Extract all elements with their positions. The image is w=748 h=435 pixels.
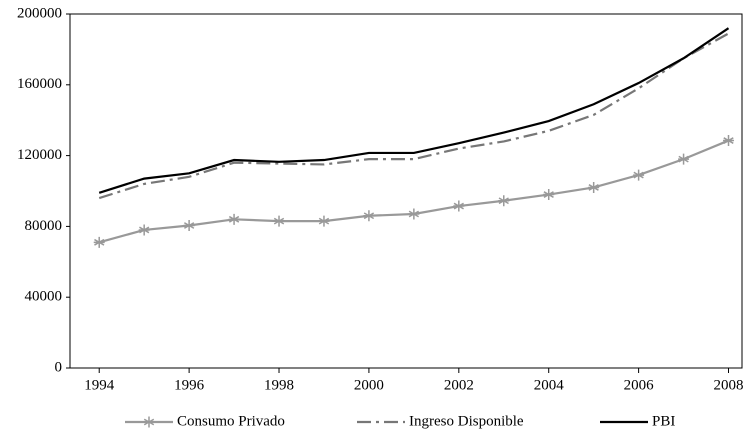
x-tick-label: 2006: [624, 377, 655, 393]
y-tick-label: 160000: [17, 76, 62, 92]
series-marker: [138, 224, 150, 236]
y-tick-label: 40000: [25, 289, 63, 305]
series-marker: [588, 181, 600, 193]
series-marker: [318, 215, 330, 227]
y-tick-label: 0: [55, 359, 63, 375]
y-tick-label: 120000: [17, 147, 62, 163]
series-marker: [543, 189, 555, 201]
series-marker: [408, 208, 420, 220]
series-marker: [183, 220, 195, 232]
x-tick-label: 1994: [84, 377, 115, 393]
x-tick-label: 2002: [444, 377, 474, 393]
series-marker: [453, 200, 465, 212]
series-marker: [498, 195, 510, 207]
legend-label: Consumo Privado: [177, 413, 285, 429]
x-tick-label: 2008: [714, 377, 744, 393]
series-line: [98, 139, 729, 244]
series-marker: [678, 153, 690, 165]
x-tick-label: 2004: [534, 377, 565, 393]
series-line: [98, 27, 730, 194]
legend-label: PBI: [652, 413, 675, 429]
legend-marker: [143, 416, 155, 428]
series-marker: [93, 236, 105, 248]
plot-frame: [69, 13, 743, 369]
x-tick-label: 2000: [354, 377, 384, 393]
series-marker: [228, 213, 240, 225]
y-tick-label: 200000: [17, 5, 62, 21]
y-tick-label: 80000: [25, 218, 63, 234]
series-marker: [363, 210, 375, 222]
series-marker: [633, 169, 645, 181]
series-marker: [723, 135, 735, 147]
legend-label: Ingreso Disponible: [409, 413, 524, 429]
series-marker: [273, 215, 285, 227]
x-tick-label: 1998: [264, 377, 294, 393]
x-tick-label: 1996: [174, 377, 205, 393]
series-line: [98, 32, 730, 200]
